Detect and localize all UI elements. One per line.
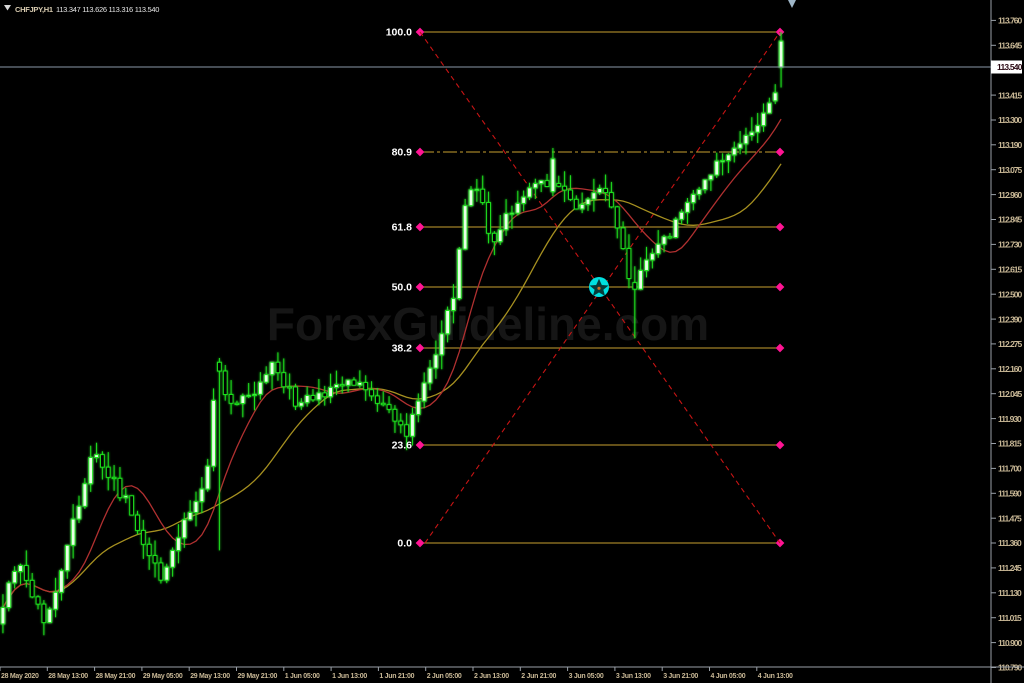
svg-text:ForexGuideline.com: ForexGuideline.com [267,298,709,350]
svg-text:100.0: 100.0 [386,27,412,39]
svg-text:111.245: 111.245 [998,563,1022,573]
svg-text:3 Jun 05:00: 3 Jun 05:00 [569,673,604,680]
svg-text:3 Jun 13:00: 3 Jun 13:00 [616,673,651,680]
svg-text:38.2: 38.2 [392,343,413,355]
svg-text:61.8: 61.8 [392,222,413,234]
svg-text:23.6: 23.6 [392,440,413,452]
svg-text:112.045: 112.045 [998,389,1023,399]
svg-text:111.475: 111.475 [998,513,1022,523]
svg-text:112.500: 112.500 [998,289,1023,299]
svg-text:2 Jun 21:00: 2 Jun 21:00 [521,673,556,680]
svg-text:3 Jun 21:00: 3 Jun 21:00 [663,673,698,680]
svg-text:111.360: 111.360 [998,538,1022,548]
svg-text:113.540: 113.540 [997,62,1023,72]
svg-text:4 Jun 05:00: 4 Jun 05:00 [711,673,746,680]
svg-text:28 May 2020: 28 May 2020 [1,673,39,680]
svg-text:113.645: 113.645 [998,41,1023,51]
svg-text:111.130: 111.130 [998,588,1022,598]
svg-text:111.930: 111.930 [998,414,1022,424]
svg-text:112.845: 112.845 [998,215,1023,225]
svg-text:112.160: 112.160 [998,364,1023,374]
svg-text:0.0: 0.0 [397,538,412,550]
svg-text:2 Jun 05:00: 2 Jun 05:00 [427,673,462,680]
svg-text:4 Jun 13:00: 4 Jun 13:00 [758,673,793,680]
svg-text:113.347 113.626 113.316 113.54: 113.347 113.626 113.316 113.540 [56,5,159,14]
svg-text:29 May 21:00: 29 May 21:00 [238,673,278,680]
svg-text:112.275: 112.275 [998,339,1023,349]
svg-text:113.760: 113.760 [998,16,1023,26]
svg-text:CHFJPY,H1: CHFJPY,H1 [15,5,53,14]
svg-text:113.075: 113.075 [998,165,1023,175]
svg-text:113.415: 113.415 [998,90,1023,100]
svg-text:111.815: 111.815 [998,439,1022,449]
svg-text:111.015: 111.015 [998,613,1022,623]
svg-text:113.190: 113.190 [998,140,1023,150]
svg-text:112.960: 112.960 [998,190,1023,200]
svg-text:1 Jun 21:00: 1 Jun 21:00 [379,673,414,680]
svg-text:113.300: 113.300 [998,115,1023,125]
svg-text:29 May 13:00: 29 May 13:00 [190,673,230,680]
svg-text:110.790: 110.790 [998,663,1023,673]
svg-text:80.9: 80.9 [392,147,413,159]
svg-text:28 May 21:00: 28 May 21:00 [96,673,136,680]
svg-text:112.390: 112.390 [998,314,1023,324]
svg-text:112.615: 112.615 [998,265,1023,275]
svg-text:29 May 05:00: 29 May 05:00 [143,673,183,680]
svg-text:110.900: 110.900 [998,638,1023,648]
svg-text:1 Jun 05:00: 1 Jun 05:00 [285,673,320,680]
svg-text:112.730: 112.730 [998,240,1023,250]
svg-text:111.700: 111.700 [998,464,1022,474]
svg-text:111.590: 111.590 [998,489,1022,499]
svg-text:1 Jun 13:00: 1 Jun 13:00 [332,673,367,680]
svg-text:2 Jun 13:00: 2 Jun 13:00 [474,673,509,680]
svg-text:50.0: 50.0 [392,282,413,294]
svg-text:28 May 13:00: 28 May 13:00 [48,673,88,680]
